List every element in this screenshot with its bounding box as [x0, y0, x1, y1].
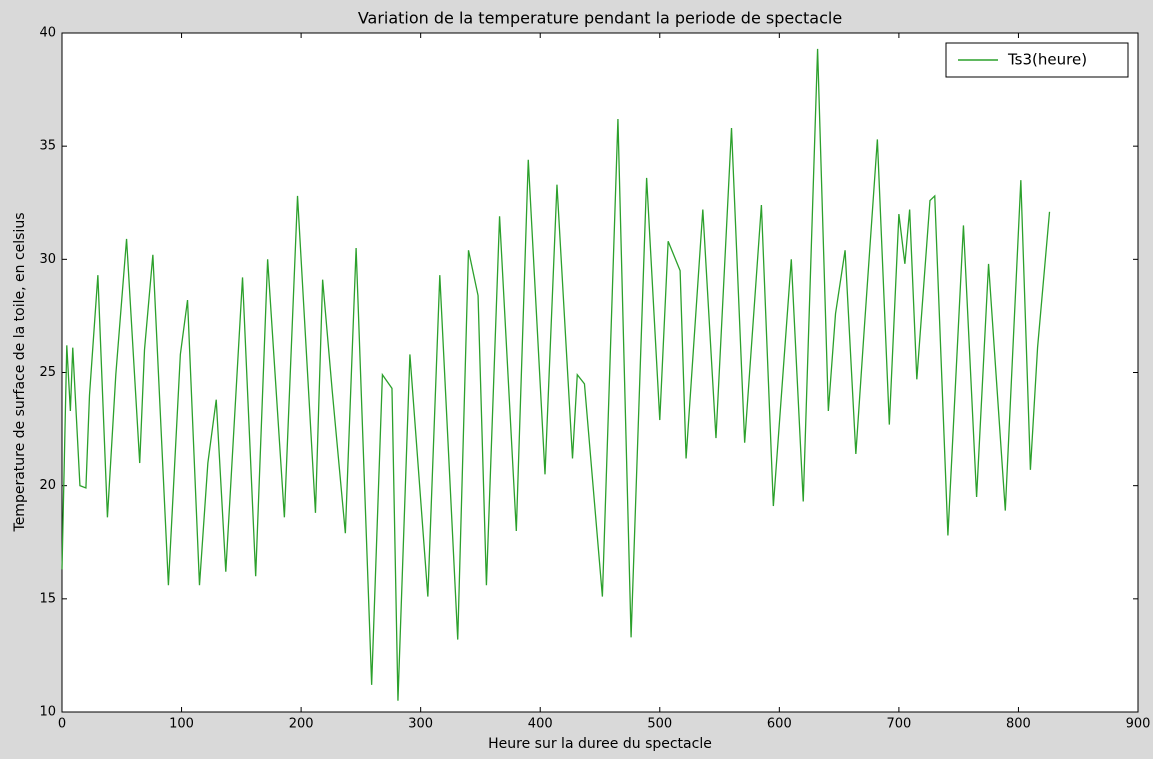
y-tick-label: 30: [39, 252, 56, 267]
x-tick-label: 800: [1006, 717, 1031, 732]
y-tick-label: 20: [39, 478, 56, 493]
y-tick-label: 40: [39, 26, 56, 41]
x-tick-label: 300: [408, 717, 433, 732]
legend-label: Ts3(heure): [1007, 51, 1087, 69]
x-tick-label: 0: [58, 717, 66, 732]
x-tick-label: 400: [528, 717, 553, 732]
x-tick-label: 600: [767, 717, 792, 732]
chart-title: Variation de la temperature pendant la p…: [358, 9, 842, 28]
x-tick-label: 700: [886, 717, 911, 732]
plot-area: [61, 32, 1139, 713]
y-tick-label: 35: [39, 139, 56, 154]
x-tick-label: 100: [169, 717, 194, 732]
line-series: [61, 48, 1051, 701]
y-tick-label: 15: [39, 591, 56, 606]
x-axis-label: Heure sur la duree du spectacle: [488, 736, 712, 752]
y-axis-label: Temperature de surface de la toile, en c…: [12, 213, 28, 533]
x-tick-label: 900: [1126, 717, 1151, 732]
y-tick-label: 25: [39, 365, 56, 380]
y-tick-label: 10: [39, 705, 56, 720]
x-tick-label: 200: [289, 717, 314, 732]
x-tick-label: 500: [647, 717, 672, 732]
